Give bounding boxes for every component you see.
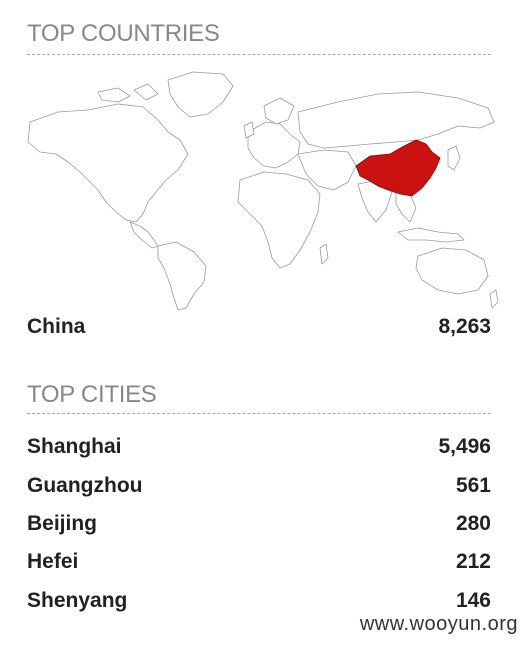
section-divider [27, 413, 491, 414]
city-row: Guangzhou 561 [27, 472, 491, 500]
map-greenland [167, 71, 234, 118]
city-value: 5,496 [438, 435, 491, 458]
map-russia [297, 91, 495, 149]
map-europe [247, 121, 301, 169]
map-australia [415, 247, 489, 295]
city-name: Hefei [27, 550, 79, 573]
city-row: Shanghai 5,496 [27, 433, 491, 461]
city-name: Beijing [27, 512, 98, 535]
top-countries-title: TOP COUNTRIES [27, 20, 220, 47]
city-value: 146 [455, 589, 491, 612]
section-divider [27, 54, 491, 55]
map-canada-islands [97, 83, 159, 103]
map-southeast-asia [395, 191, 417, 223]
map-middle-east [297, 149, 357, 191]
map-new-zealand [489, 289, 498, 309]
city-value: 561 [455, 474, 491, 497]
city-name: Guangzhou [27, 474, 143, 497]
map-africa [237, 171, 321, 269]
map-madagascar [319, 243, 329, 265]
world-map[interactable] [18, 62, 498, 312]
city-row: Beijing 280 [27, 510, 491, 538]
city-name: Shenyang [27, 589, 128, 612]
watermark: www.wooyun.org [359, 613, 518, 635]
map-scandinavia [263, 97, 295, 125]
top-cities-title: TOP CITIES [27, 381, 157, 408]
map-china [355, 139, 441, 197]
country-value: 8,263 [438, 315, 491, 338]
map-indonesia [397, 227, 465, 243]
map-central-america [129, 221, 159, 249]
city-value: 212 [455, 550, 491, 573]
map-south-america [157, 241, 207, 311]
city-value: 280 [455, 512, 491, 535]
city-name: Shanghai [27, 435, 122, 458]
map-japan [447, 145, 461, 171]
map-north-america [27, 103, 189, 223]
map-uk [243, 121, 255, 139]
country-row: China 8,263 [27, 313, 491, 341]
country-name: China [27, 315, 86, 338]
city-row: Shenyang 146 [27, 587, 491, 615]
city-row: Hefei 212 [27, 548, 491, 576]
